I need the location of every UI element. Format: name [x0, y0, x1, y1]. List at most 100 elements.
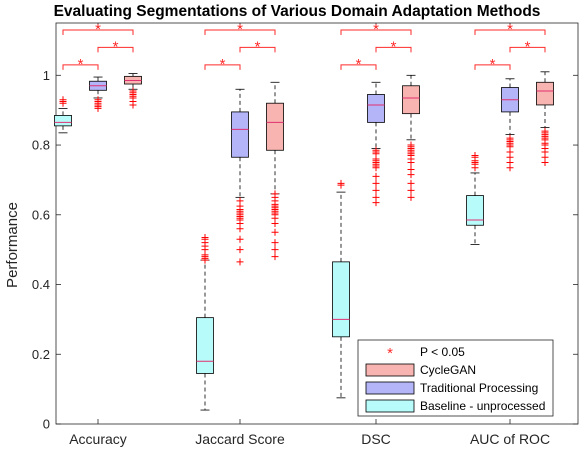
significance-bracket	[62, 29, 134, 35]
box-2-0	[124, 73, 142, 109]
outlier-marker	[236, 258, 244, 266]
legend-label: P < 0.05	[420, 345, 465, 359]
significance-star: *	[95, 21, 101, 38]
outlier-marker	[372, 186, 380, 194]
significance-star: *	[356, 56, 362, 73]
box-1-3	[501, 78, 519, 172]
y-axis-label: Performance	[4, 202, 21, 288]
significance-star: *	[113, 38, 119, 55]
outlier-marker	[129, 87, 137, 95]
box-iqr	[231, 111, 249, 158]
significance-star: *	[391, 38, 397, 55]
outlier-marker	[407, 193, 415, 201]
legend-marker: *	[387, 345, 393, 362]
significance-star: *	[507, 21, 513, 38]
outlier-marker	[337, 179, 345, 187]
category-label: Jaccard Score	[195, 431, 285, 447]
significance-bracket	[340, 64, 377, 70]
box-2-2	[402, 74, 420, 201]
outlier-marker	[59, 96, 67, 104]
outlier-marker	[407, 165, 415, 173]
outlier-marker	[372, 179, 380, 187]
plot-area: 0 0.2 0.4 0.6 0.8 1 Accuracy Jaccard Score DSC AU…	[32, 21, 579, 447]
significance-star: *	[373, 21, 379, 38]
significance-bracket	[509, 46, 546, 53]
legend-swatch	[365, 363, 415, 377]
legend-swatch	[365, 381, 415, 395]
significance-bracket	[62, 64, 99, 70]
outlier-marker	[271, 190, 279, 198]
box-0-2	[332, 179, 350, 399]
box-iqr	[332, 261, 350, 338]
legend-label: Baseline - unprocessed	[420, 399, 545, 413]
y-tick-label: 0.8	[32, 138, 50, 153]
y-tick-label: 0.6	[32, 207, 50, 222]
outlier-marker	[506, 134, 514, 142]
significance-bracket	[204, 29, 276, 35]
chart-title: Evaluating Segmentations of Various Doma…	[54, 3, 541, 20]
significance-bracket	[474, 29, 546, 35]
significance-star: *	[220, 56, 226, 73]
outlier-marker	[94, 96, 102, 104]
box-iqr	[536, 81, 554, 106]
outlier-marker	[236, 246, 244, 254]
significance-star: *	[490, 56, 496, 73]
significance-bracket	[239, 46, 276, 53]
box-iqr	[54, 115, 72, 127]
significance-bracket	[375, 46, 412, 53]
outlier-marker	[372, 172, 380, 180]
box-0-1	[196, 233, 214, 411]
y-tick-label: 0.4	[32, 277, 50, 292]
outlier-marker	[407, 186, 415, 194]
box-1-0	[89, 76, 107, 112]
outlier-marker	[407, 179, 415, 187]
outlier-marker	[236, 235, 244, 243]
outlier-marker	[201, 233, 209, 241]
axes-frame	[55, 22, 579, 425]
legend: * P < 0.05 CycleGAN Traditional Processing B…	[357, 339, 554, 417]
outlier-marker	[471, 152, 479, 160]
legend-entry: Baseline - unprocessed	[365, 399, 545, 413]
y-tick-label: 0.2	[32, 347, 50, 362]
box-iqr	[367, 94, 385, 123]
outlier-marker	[541, 127, 549, 135]
significance-bracket	[97, 46, 134, 53]
outlier-marker	[372, 146, 380, 154]
box-iqr	[266, 102, 284, 151]
legend-entry: Traditional Processing	[365, 381, 538, 395]
legend-entry: CycleGAN	[365, 363, 476, 377]
legend-swatch	[365, 399, 415, 413]
significance-bracket	[204, 64, 241, 70]
box-iqr	[402, 85, 420, 115]
box-1-1	[231, 88, 249, 266]
box-2-3	[536, 71, 554, 166]
outlier-marker	[271, 246, 279, 254]
significance-bracket	[340, 29, 412, 35]
box-1-2	[367, 81, 385, 207]
category-label: DSC	[361, 431, 391, 447]
outlier-marker	[271, 228, 279, 236]
category-label: AUC of ROC	[470, 431, 550, 447]
outlier-marker	[372, 193, 380, 201]
category-label: Accuracy	[69, 431, 127, 447]
significance-star: *	[525, 38, 531, 55]
outlier-marker	[271, 253, 279, 261]
legend-entry: * P < 0.05	[387, 345, 465, 362]
outlier-marker	[271, 239, 279, 247]
y-tick-label: 1	[43, 68, 50, 83]
significance-star: *	[237, 21, 243, 38]
box-iqr	[466, 195, 484, 226]
legend-label: CycleGAN	[420, 363, 476, 377]
significance-star: *	[255, 38, 261, 55]
significance-bracket	[474, 64, 511, 70]
box-2-1	[266, 81, 284, 261]
outlier-marker	[407, 141, 415, 149]
y-tick-label: 0	[43, 417, 50, 432]
box-0-3	[466, 152, 484, 245]
box-0-0	[54, 96, 72, 134]
significance-star: *	[78, 56, 84, 73]
outlier-marker	[236, 197, 244, 205]
box-iqr	[196, 317, 214, 374]
legend-label: Traditional Processing	[420, 381, 538, 395]
